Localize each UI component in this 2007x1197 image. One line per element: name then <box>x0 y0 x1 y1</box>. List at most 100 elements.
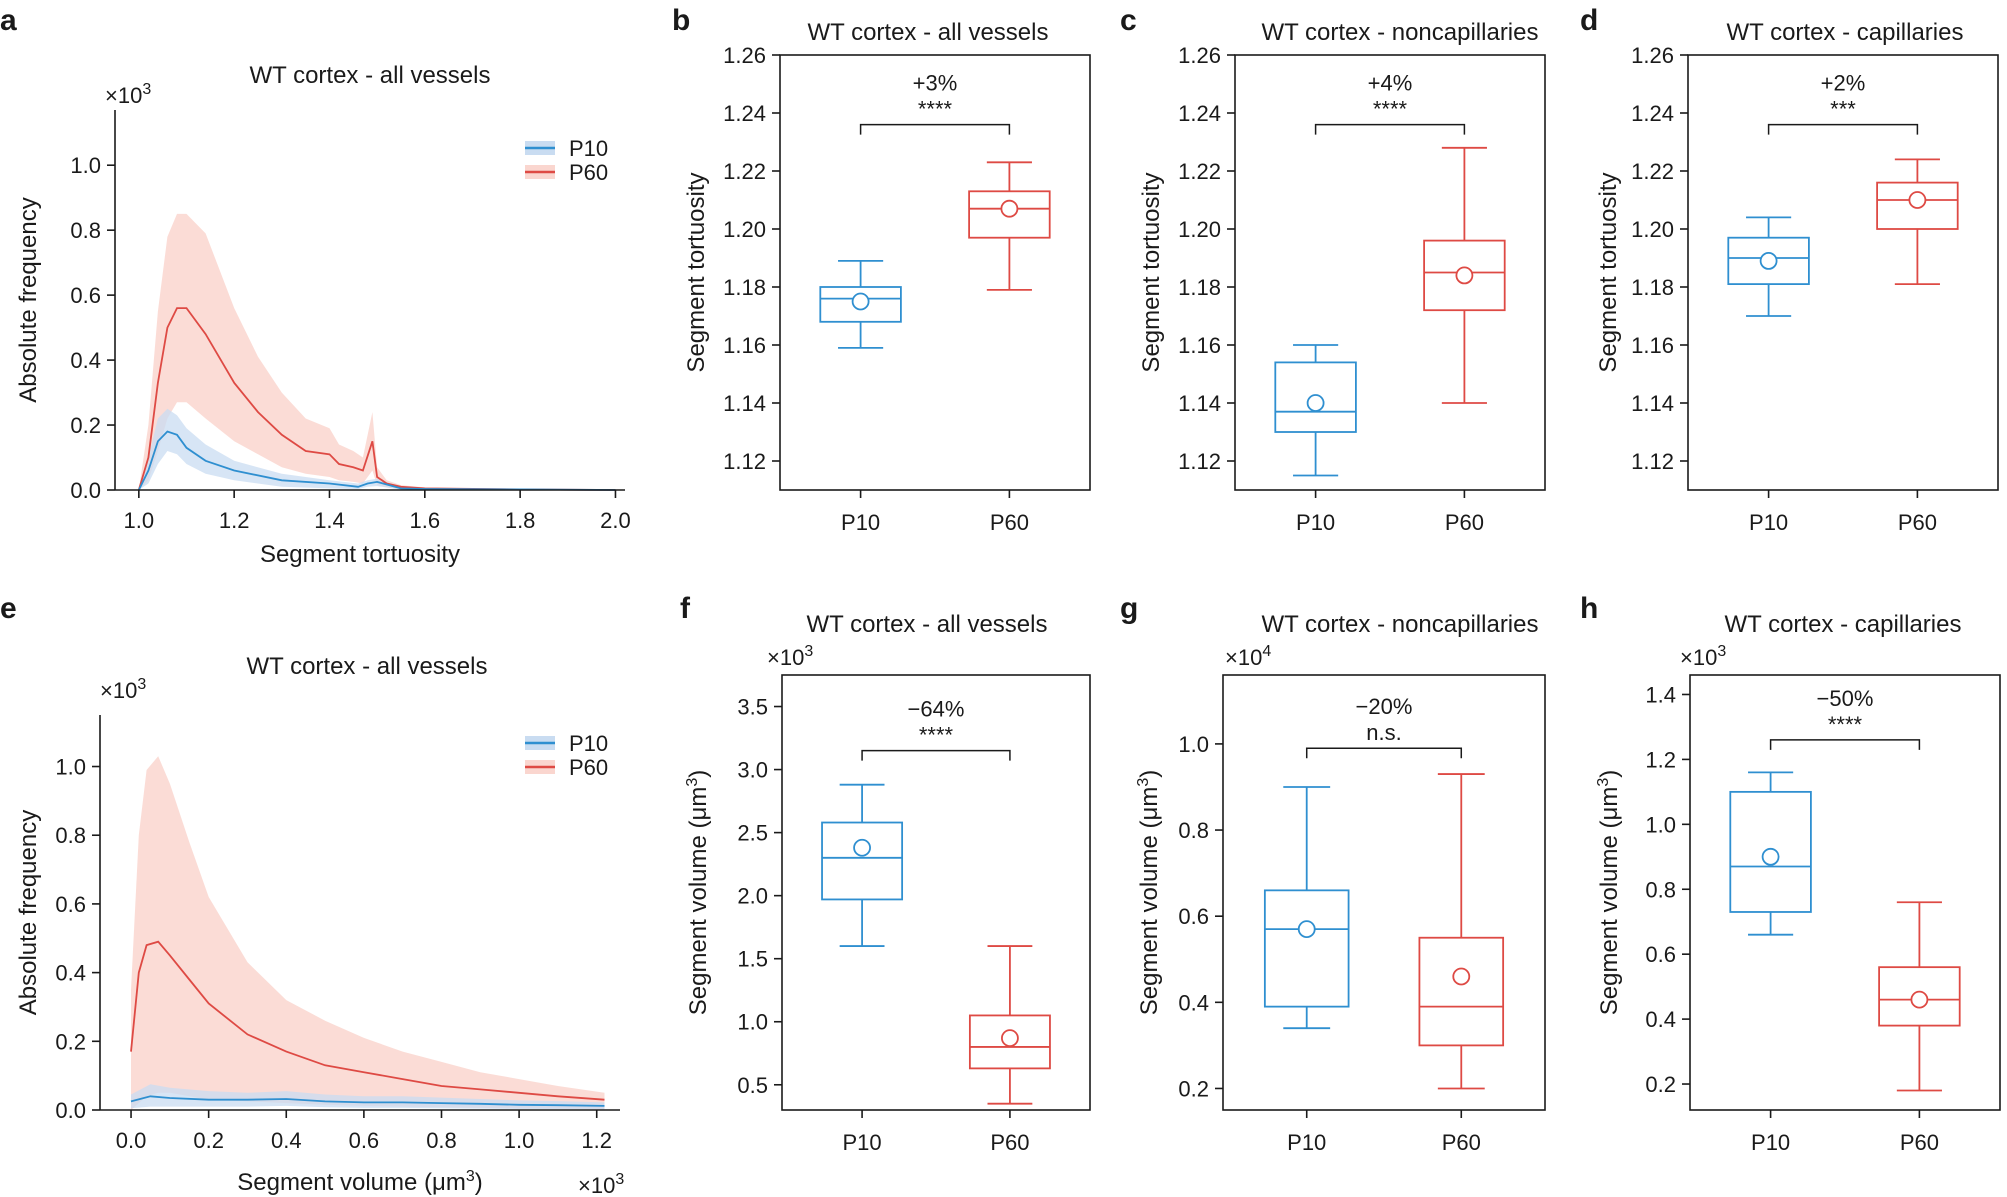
y-tick-label-c: 1.16 <box>1178 333 1221 358</box>
y-multiplier-h: ×103 <box>1680 643 1726 670</box>
panel-c: c WT cortex - noncapillaries 1.12 1.14 1.16 1… <box>1120 4 1546 535</box>
y-tick-label-c: 1.12 <box>1178 449 1221 474</box>
y-tick-label-c: 1.24 <box>1178 101 1221 126</box>
x-tick-label-b: P60 <box>990 510 1029 535</box>
series-line-p60-a <box>137 307 616 491</box>
y-tick-label-c: 1.26 <box>1178 43 1221 68</box>
plot-frame-d <box>1687 54 1999 491</box>
y-axis-label-h: Segment volume (μm3) <box>1595 770 1623 1015</box>
mean-marker-p10-d <box>1759 251 1778 270</box>
panel-label-d: d <box>1580 4 1598 37</box>
y-tick-label-d: 1.26 <box>1631 43 1674 68</box>
y-axis-label-b: Segment tortuosity <box>683 172 710 372</box>
x-tick-label-a: 1.8 <box>505 508 536 533</box>
chart-title-h: WT cortex - capillaries <box>1725 611 1962 638</box>
x-tick-label-g: P10 <box>1287 1130 1326 1155</box>
significance-label-g: n.s. <box>1366 720 1401 745</box>
x-tick-label-a: 1.4 <box>314 508 345 533</box>
y-tick-label-g: 0.8 <box>1178 818 1209 843</box>
x-tick-label-d: P10 <box>1749 510 1788 535</box>
x-tick-label-f: P10 <box>843 1130 882 1155</box>
y-tick-label-e: 1.0 <box>55 755 86 780</box>
panel-label-g: g <box>1120 592 1138 625</box>
mean-marker-p60-g <box>1452 967 1471 986</box>
y-tick-label-c: 1.18 <box>1178 275 1221 300</box>
box-p10-g <box>1263 889 1350 1008</box>
series-line-p60-e <box>130 940 605 1101</box>
y-tick-label-g: 1.0 <box>1178 732 1209 757</box>
y-tick-label-b: 1.16 <box>723 333 766 358</box>
percent-change-label-b: +3% <box>913 71 958 96</box>
y-tick-label-h: 1.4 <box>1645 682 1676 707</box>
panel-h: h WT cortex - capillaries 0.2 0.4 0.6 0.8 1.0 1… <box>1580 592 2001 1155</box>
legend-label-p10-a: P10 <box>569 136 608 161</box>
confidence-band-p10-a <box>138 408 616 490</box>
chart-title-f: WT cortex - all vessels <box>807 611 1048 638</box>
y-tick-label-c: 1.20 <box>1178 217 1221 242</box>
significance-label-b: **** <box>918 97 953 122</box>
y-tick-label-g: 0.6 <box>1178 904 1209 929</box>
y-tick-label-d: 1.20 <box>1631 217 1674 242</box>
y-tick-label-c: 1.22 <box>1178 159 1221 184</box>
x-axis-label-e: Segment volume (μm3) <box>237 1168 482 1196</box>
box-p10-f <box>821 821 904 901</box>
percent-change-label-d: +2% <box>1821 71 1866 96</box>
y-tick-label-f: 3.0 <box>737 758 768 783</box>
plot-frame-g <box>1222 674 1546 1111</box>
chart-title-c: WT cortex - noncapillaries <box>1262 19 1539 46</box>
chart-title-g: WT cortex - noncapillaries <box>1262 611 1539 638</box>
y-tick-label-d: 1.16 <box>1631 333 1674 358</box>
x-tick-label-e: 1.0 <box>504 1128 535 1153</box>
x-tick-label-e: 0.4 <box>271 1128 302 1153</box>
y-tick-label-b: 1.22 <box>723 159 766 184</box>
x-tick-label-h: P60 <box>1900 1130 1939 1155</box>
confidence-band-p10-e <box>131 1084 605 1110</box>
x-tick-label-a: 1.6 <box>410 508 441 533</box>
y-tick-label-e: 0.4 <box>55 961 86 986</box>
y-tick-label-b: 1.24 <box>723 101 766 126</box>
panel-f: f WT cortex - all vessels 0.5 1.0 1.5 2.0 2.5 3… <box>680 592 1091 1155</box>
mean-marker-p10-b <box>851 292 870 311</box>
y-tick-label-b: 1.20 <box>723 217 766 242</box>
y-tick-label-a: 0.6 <box>70 283 101 308</box>
y-tick-label-b: 1.14 <box>723 391 766 416</box>
x-multiplier-e: ×103 <box>578 1171 624 1197</box>
significance-bracket-g <box>1305 747 1463 759</box>
significance-label-h: **** <box>1828 712 1863 737</box>
y-tick-label-e: 0.2 <box>55 1029 86 1054</box>
x-tick-label-c: P60 <box>1445 510 1484 535</box>
y-tick-label-d: 1.18 <box>1631 275 1674 300</box>
y-axis-label-d: Segment tortuosity <box>1595 172 1622 372</box>
confidence-band-p60-a <box>138 213 616 490</box>
plot-frame-f <box>781 674 1091 1111</box>
y-tick-label-a: 0.2 <box>70 413 101 438</box>
mean-marker-p10-f <box>853 838 871 857</box>
plot-frame-b <box>779 54 1091 491</box>
y-multiplier-e: ×103 <box>100 676 146 703</box>
y-tick-label-f: 1.0 <box>737 1010 768 1035</box>
significance-bracket-c <box>1314 123 1466 135</box>
x-tick-label-d: P60 <box>1898 510 1937 535</box>
chart-title-e: WT cortex - all vessels <box>247 653 488 680</box>
y-tick-label-d: 1.24 <box>1631 101 1674 126</box>
panel-d: d WT cortex - capillaries 1.12 1.14 1.16 1.18… <box>1580 4 1999 535</box>
x-axis-label-a: Segment tortuosity <box>260 541 460 568</box>
y-tick-label-d: 1.14 <box>1631 391 1674 416</box>
x-tick-label-e: 0.0 <box>116 1128 147 1153</box>
x-tick-label-f: P60 <box>990 1130 1029 1155</box>
significance-bracket-d <box>1767 123 1919 135</box>
y-tick-label-h: 0.2 <box>1645 1072 1676 1097</box>
y-tick-label-b: 1.18 <box>723 275 766 300</box>
y-tick-label-e: 0.8 <box>55 823 86 848</box>
y-tick-label-h: 1.0 <box>1645 812 1676 837</box>
significance-bracket-b <box>859 123 1011 135</box>
x-tick-label-h: P10 <box>1751 1130 1790 1155</box>
panel-b: b WT cortex - all vessels 1.12 1.14 1.16 1.18… <box>672 4 1091 535</box>
y-multiplier-a: ×103 <box>105 81 151 108</box>
y-axis-label-g: Segment volume (μm3) <box>1135 770 1163 1015</box>
panel-e: e WT cortex - all vessels 0.0 0.2 0.4 0.6 0.8 1… <box>0 592 624 1197</box>
y-tick-label-g: 0.2 <box>1178 1076 1209 1101</box>
x-tick-label-g: P60 <box>1442 1130 1481 1155</box>
y-tick-label-e: 0.0 <box>55 1098 86 1123</box>
legend-label-p60-e: P60 <box>569 755 608 780</box>
